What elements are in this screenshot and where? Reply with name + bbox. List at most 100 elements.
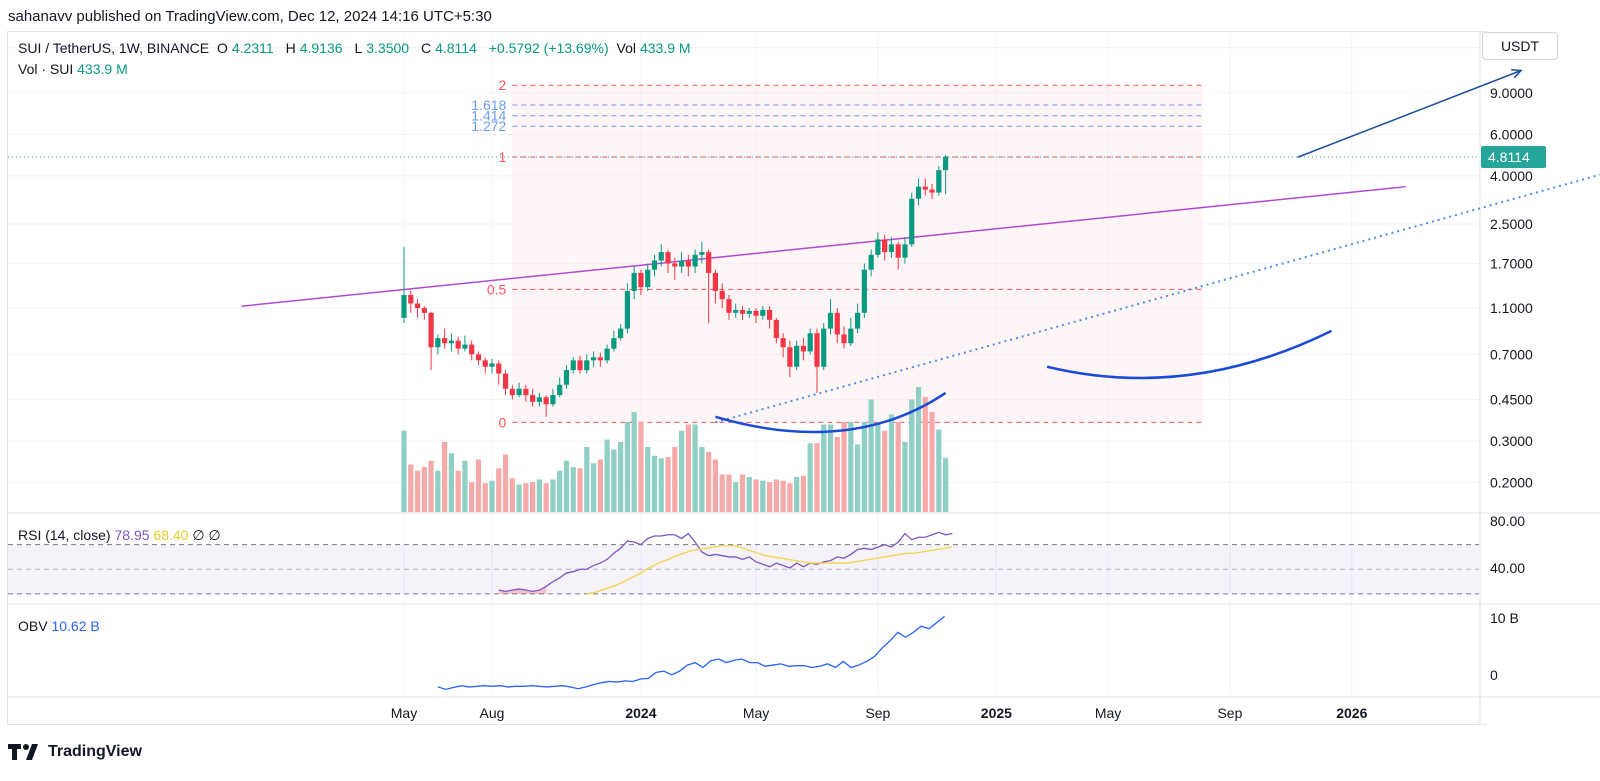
fib-level-label: 0 [499,414,507,430]
price-tick-label: 0.7000 [1490,346,1533,362]
candle-body [421,308,427,313]
candle-body [915,186,922,199]
candle-body [509,388,515,396]
candle-body [943,156,949,171]
candle-body [516,388,522,396]
change-value: +0.5792 (+13.69%) [488,40,609,56]
footer-brand[interactable]: TradingView [8,740,142,764]
volume-bar [861,422,867,512]
candle-body [766,309,773,320]
fib-level-label: 0.5 [487,281,507,297]
volume-bar [814,443,820,512]
publish-info: sahanavv published on TradingView.com, D… [8,8,492,25]
vol-indicator-label[interactable]: Vol · SUI [18,61,74,77]
volume-bar [590,463,597,512]
volume-bar [414,470,421,512]
volume-bar [563,460,570,512]
ohlc-legend: SUI / TetherUS, 1W, BINANCE O 4.2311 H 4.9… [18,40,699,56]
volume-bar [645,447,651,512]
time-tick-label: Sep [865,705,890,721]
rsi-pane [8,531,1479,595]
candle-body [821,328,827,367]
chart-frame [7,31,1487,725]
candle-body [604,348,610,361]
volume-bar [428,460,434,512]
volume-bar [462,460,468,512]
volume-bar [760,480,766,512]
volume-bar [584,447,590,512]
volume-bar [651,455,658,512]
volume-bars [401,387,949,512]
volume-bar [746,477,752,512]
volume-bar [848,422,854,512]
candle-body [496,363,502,374]
volume-bar [685,424,691,512]
candle-body [712,272,719,291]
volume-bar [631,412,637,512]
volume-label: Vol [616,40,636,56]
time-tick-label: May [1095,705,1121,721]
time-tick-label: May [743,705,769,721]
fib-level-label: 2 [499,77,507,93]
candle-body [868,254,874,270]
volume-bar [523,483,529,512]
obv-label[interactable]: OBV [18,618,48,634]
candle-body [699,252,705,255]
candle-body [848,328,854,344]
candle-body [692,254,698,267]
candle-body [502,373,509,389]
low-value: 3.3500 [366,40,410,56]
rsi-line [498,531,953,593]
candle-body [800,345,807,352]
candle-body [909,198,915,245]
rsi-legend: RSI (14, close) 78.95 68.40 ∅ ∅ [18,527,221,544]
candle-body [577,360,583,371]
volume-bar [618,442,624,512]
last-price-label: 4.8114 [1488,149,1530,165]
volume-bar [536,479,542,512]
rounding-bottom-arc [1046,329,1333,380]
candle-body [888,244,895,253]
volume-bar [469,482,475,512]
time-tick-label: 2026 [1336,705,1367,721]
candle-body [834,312,840,335]
volume-bar [496,468,502,512]
volume-bar [854,444,861,512]
candle-body [807,333,813,352]
volume-bar [597,459,603,512]
candle-body [882,239,888,253]
candle-body [475,354,482,361]
candle-body [902,244,908,258]
candle-body [408,294,414,304]
candle-body [469,344,475,355]
resistance-trendline [241,185,1407,307]
candle-body [875,239,881,255]
candle-body [726,299,732,313]
candle-body [753,310,759,316]
candle-body [462,344,468,349]
candle-body [550,395,556,405]
rsi-extra-2: ∅ [208,527,221,543]
volume-bar [489,480,495,512]
candle-body [658,252,664,261]
low-label: L [354,40,363,56]
high-label: H [285,40,296,56]
volume-bar [611,449,617,512]
volume-bar [421,467,427,512]
volume-bar [678,430,685,512]
candle-body [570,360,576,371]
volume-bar [929,412,935,512]
volume-bar [753,479,759,512]
candle-body [489,363,495,367]
rsi-extra-1: ∅ [192,527,205,543]
rsi-label[interactable]: RSI (14, close) [18,527,111,543]
candle-body [543,397,549,405]
volume-bar [550,479,556,512]
candle-body [861,269,867,313]
volume-bar [475,459,482,512]
price-tick-label: 0.3000 [1490,433,1533,449]
candle-body [936,170,942,193]
symbol-title[interactable]: SUI / TetherUS, 1W, BINANCE [18,40,210,56]
currency-selector[interactable]: USDT [1482,32,1558,60]
